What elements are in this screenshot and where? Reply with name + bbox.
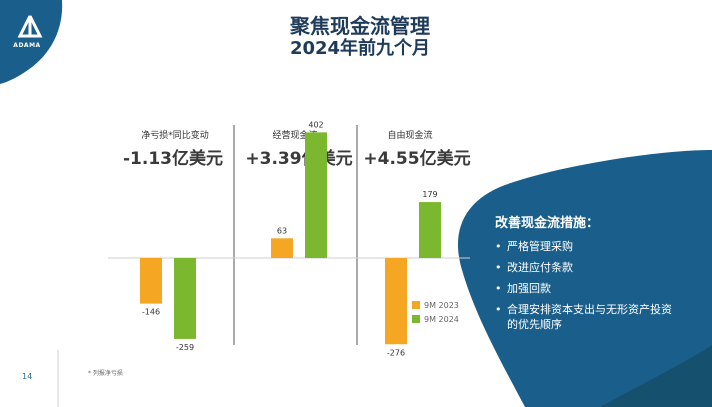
bar-2023-2 — [385, 258, 407, 345]
bar-value-label-2023-1: 63 — [277, 226, 287, 235]
bullet-icon: • — [495, 261, 502, 274]
title-line-1: 聚焦现金流管理 — [290, 14, 430, 38]
panel-item-4: • 合理安排资本支出与无形资产投资的优先顺序 — [495, 302, 710, 332]
page-title: 聚焦现金流管理 2024年前九个月 — [230, 14, 490, 60]
column-value-net-loss: -1.13亿美元 — [123, 149, 223, 169]
bar-value-label-2023-2: -276 — [387, 348, 405, 357]
panel-title: 改善现金流措施： — [495, 216, 600, 231]
panel-item-text-3: 加强回款 — [507, 282, 551, 295]
bar-2024-0 — [174, 258, 196, 339]
bar-value-label-2024-0: -259 — [176, 343, 194, 352]
adama-logo — [17, 15, 43, 38]
legend-item-2024: 9M 2024 — [412, 312, 459, 326]
bar-value-label-2023-0: -146 — [142, 308, 160, 317]
panel-item-text-2: 改进应付条款 — [507, 261, 573, 274]
legend-label-2024: 9M 2024 — [424, 314, 459, 324]
measures-panel: 改善现金流措施： • 严格管理采购 • 改进应付条款 • 加强回款 • 合理安排… — [495, 212, 710, 338]
column-value-free-cf: +4.55亿美元 — [363, 149, 471, 169]
legend-swatch-2024 — [412, 315, 420, 323]
panel-item-2: • 改进应付条款 — [495, 260, 710, 275]
bullet-icon: • — [495, 240, 502, 253]
bar-value-label-2024-2: 179 — [422, 190, 437, 199]
bar-2023-0 — [140, 258, 162, 304]
bullet-icon: • — [495, 303, 502, 316]
title-line-2: 2024年前九个月 — [289, 38, 431, 59]
bar-2024-1 — [305, 132, 327, 258]
bar-2024-2 — [419, 202, 441, 258]
top-left-corner-shape — [0, 0, 63, 84]
footnote: * 列报净亏损 — [88, 370, 123, 377]
right-panel-shape — [457, 150, 712, 407]
panel-item-text-4: 合理安排资本支出与无形资产投资的优先顺序 — [507, 303, 672, 331]
bullet-icon: • — [495, 282, 502, 295]
bar-value-label-2024-1: 402 — [308, 120, 323, 129]
legend-swatch-2023 — [412, 301, 420, 309]
panel-item-text-1: 严格管理采购 — [507, 240, 573, 253]
right-dark-shape — [600, 345, 712, 407]
panel-item-3: • 加强回款 — [495, 281, 710, 296]
legend-item-2023: 9M 2023 — [412, 298, 459, 312]
bar-2023-1 — [271, 238, 293, 258]
logo-text: ADAMA — [13, 42, 41, 49]
panel-item-1: • 严格管理采购 — [495, 239, 710, 254]
column-label-free-cf: 自由现金流 — [387, 131, 433, 141]
left-strip — [0, 355, 58, 407]
legend-label-2023: 9M 2023 — [424, 300, 459, 310]
page-number: 14 — [22, 372, 33, 381]
chart-legend: 9M 2023 9M 2024 — [412, 298, 459, 326]
column-label-net-loss: 净亏损*同比变动 — [141, 131, 209, 141]
column-label-operating-cf: 经营现金流 — [272, 131, 318, 141]
